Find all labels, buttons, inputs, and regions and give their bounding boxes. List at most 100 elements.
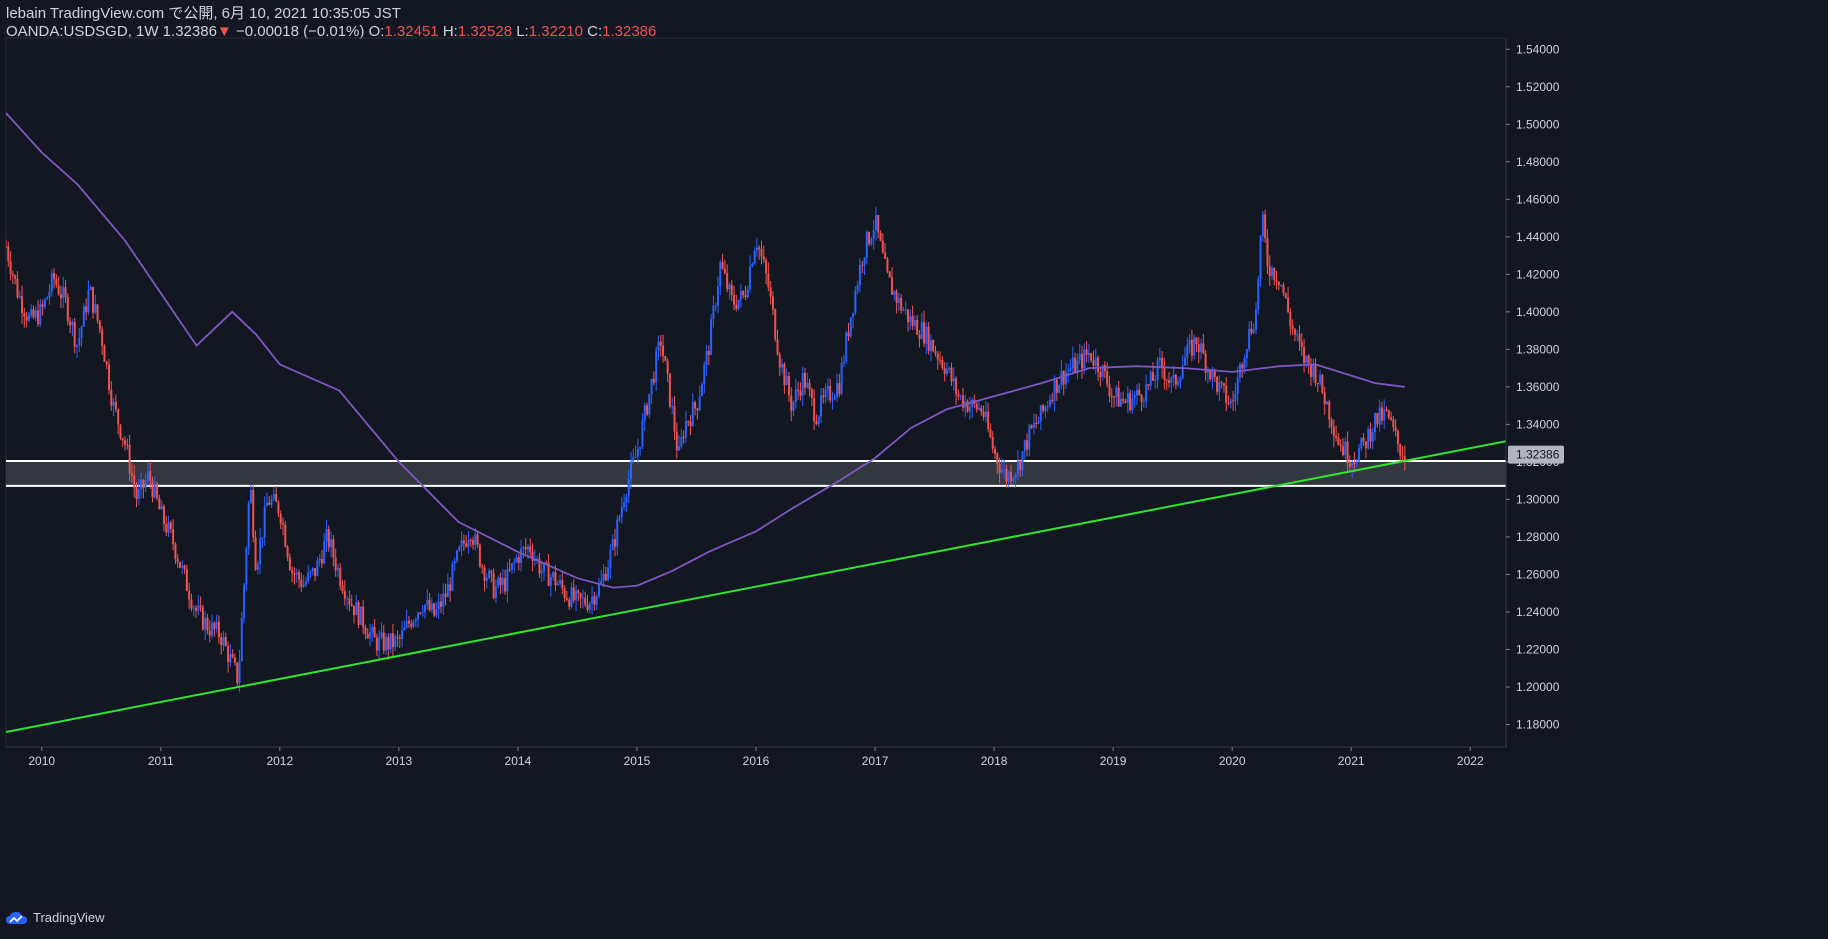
candle-body — [1222, 383, 1225, 386]
candle-body — [870, 238, 873, 244]
candle-body — [820, 395, 823, 417]
candle-body — [884, 252, 887, 259]
candle — [11, 270, 14, 285]
candle-body — [1243, 358, 1246, 369]
candle — [943, 362, 946, 382]
candle — [838, 373, 841, 398]
candle — [719, 259, 722, 296]
candle-body — [1303, 347, 1306, 364]
plot-frame — [5, 37, 1507, 748]
candle — [481, 563, 484, 575]
candle — [1055, 378, 1058, 401]
candle-body — [1394, 427, 1397, 431]
candle — [23, 307, 26, 328]
candle — [543, 562, 546, 581]
candle-body — [364, 627, 367, 634]
candle-body — [1108, 384, 1111, 397]
candle — [765, 257, 768, 285]
candle-body — [744, 295, 747, 298]
candle-body — [1401, 455, 1404, 457]
candle — [1099, 366, 1102, 387]
candle — [195, 605, 198, 618]
candle — [513, 558, 516, 573]
candle-body — [433, 603, 436, 616]
close-label: C: — [587, 23, 603, 40]
candle-body — [1362, 437, 1365, 442]
candle-body — [531, 551, 534, 561]
candle-body — [801, 372, 804, 396]
y-tick-label: 1.26000 — [1516, 567, 1560, 581]
candle-body — [1321, 374, 1324, 393]
candle-body — [785, 376, 788, 386]
candle — [900, 293, 903, 314]
candle-body — [506, 569, 509, 592]
candle-body — [330, 539, 333, 548]
candle-body — [174, 543, 177, 559]
candle-body — [160, 506, 163, 510]
candle — [1012, 475, 1015, 486]
candle — [561, 572, 564, 595]
candle-body — [293, 573, 296, 575]
candle-body — [114, 401, 117, 410]
candle-body — [595, 595, 598, 605]
candle-body — [1307, 355, 1310, 364]
candle — [87, 280, 90, 315]
candle — [1367, 425, 1370, 450]
candle — [1264, 209, 1267, 243]
candle-body — [705, 351, 708, 365]
candle — [32, 305, 35, 320]
candle-body — [30, 309, 33, 316]
candle-body — [158, 498, 161, 510]
tradingview-logo[interactable]: TradingView — [6, 910, 105, 925]
candle — [1312, 358, 1315, 382]
candle — [845, 330, 848, 365]
candle — [371, 623, 374, 642]
candle-body — [1358, 448, 1361, 462]
candle — [623, 494, 626, 511]
candle — [43, 297, 46, 310]
candle — [14, 274, 17, 285]
candle-body — [414, 619, 417, 622]
candle-body — [467, 540, 470, 547]
candle — [130, 463, 133, 484]
candle — [852, 312, 855, 329]
candle-body — [1289, 311, 1292, 326]
candle — [119, 423, 122, 441]
candle-body — [607, 567, 610, 581]
candle-body — [1351, 462, 1354, 467]
candle-body — [565, 598, 568, 600]
candle-body — [1147, 384, 1150, 386]
candle-body — [181, 565, 184, 568]
candle-body — [849, 317, 852, 337]
candle-body — [1339, 445, 1342, 447]
candle — [888, 270, 891, 278]
candle — [256, 560, 259, 575]
candle-body — [144, 480, 147, 488]
candle-body — [1211, 369, 1214, 380]
candle — [559, 574, 562, 587]
candle — [401, 620, 404, 648]
high-value: 1.32528 — [457, 23, 513, 40]
candle — [1014, 472, 1017, 489]
candle — [314, 567, 317, 582]
candle — [604, 566, 607, 582]
candle — [890, 267, 893, 295]
candle — [929, 334, 932, 362]
candle — [925, 322, 928, 355]
candle — [16, 271, 19, 300]
candle-body — [673, 406, 676, 432]
candle — [284, 520, 287, 548]
candle — [975, 402, 978, 413]
candle — [1399, 443, 1402, 463]
candle-body — [1028, 425, 1031, 450]
candle — [563, 585, 566, 603]
candle-body — [1250, 328, 1253, 333]
y-tick-label: 1.52000 — [1516, 80, 1560, 94]
candle — [687, 420, 690, 427]
candle — [6, 239, 7, 248]
candle-body — [130, 473, 133, 476]
candle — [781, 358, 784, 374]
candle-body — [231, 654, 234, 658]
candle — [91, 286, 94, 319]
